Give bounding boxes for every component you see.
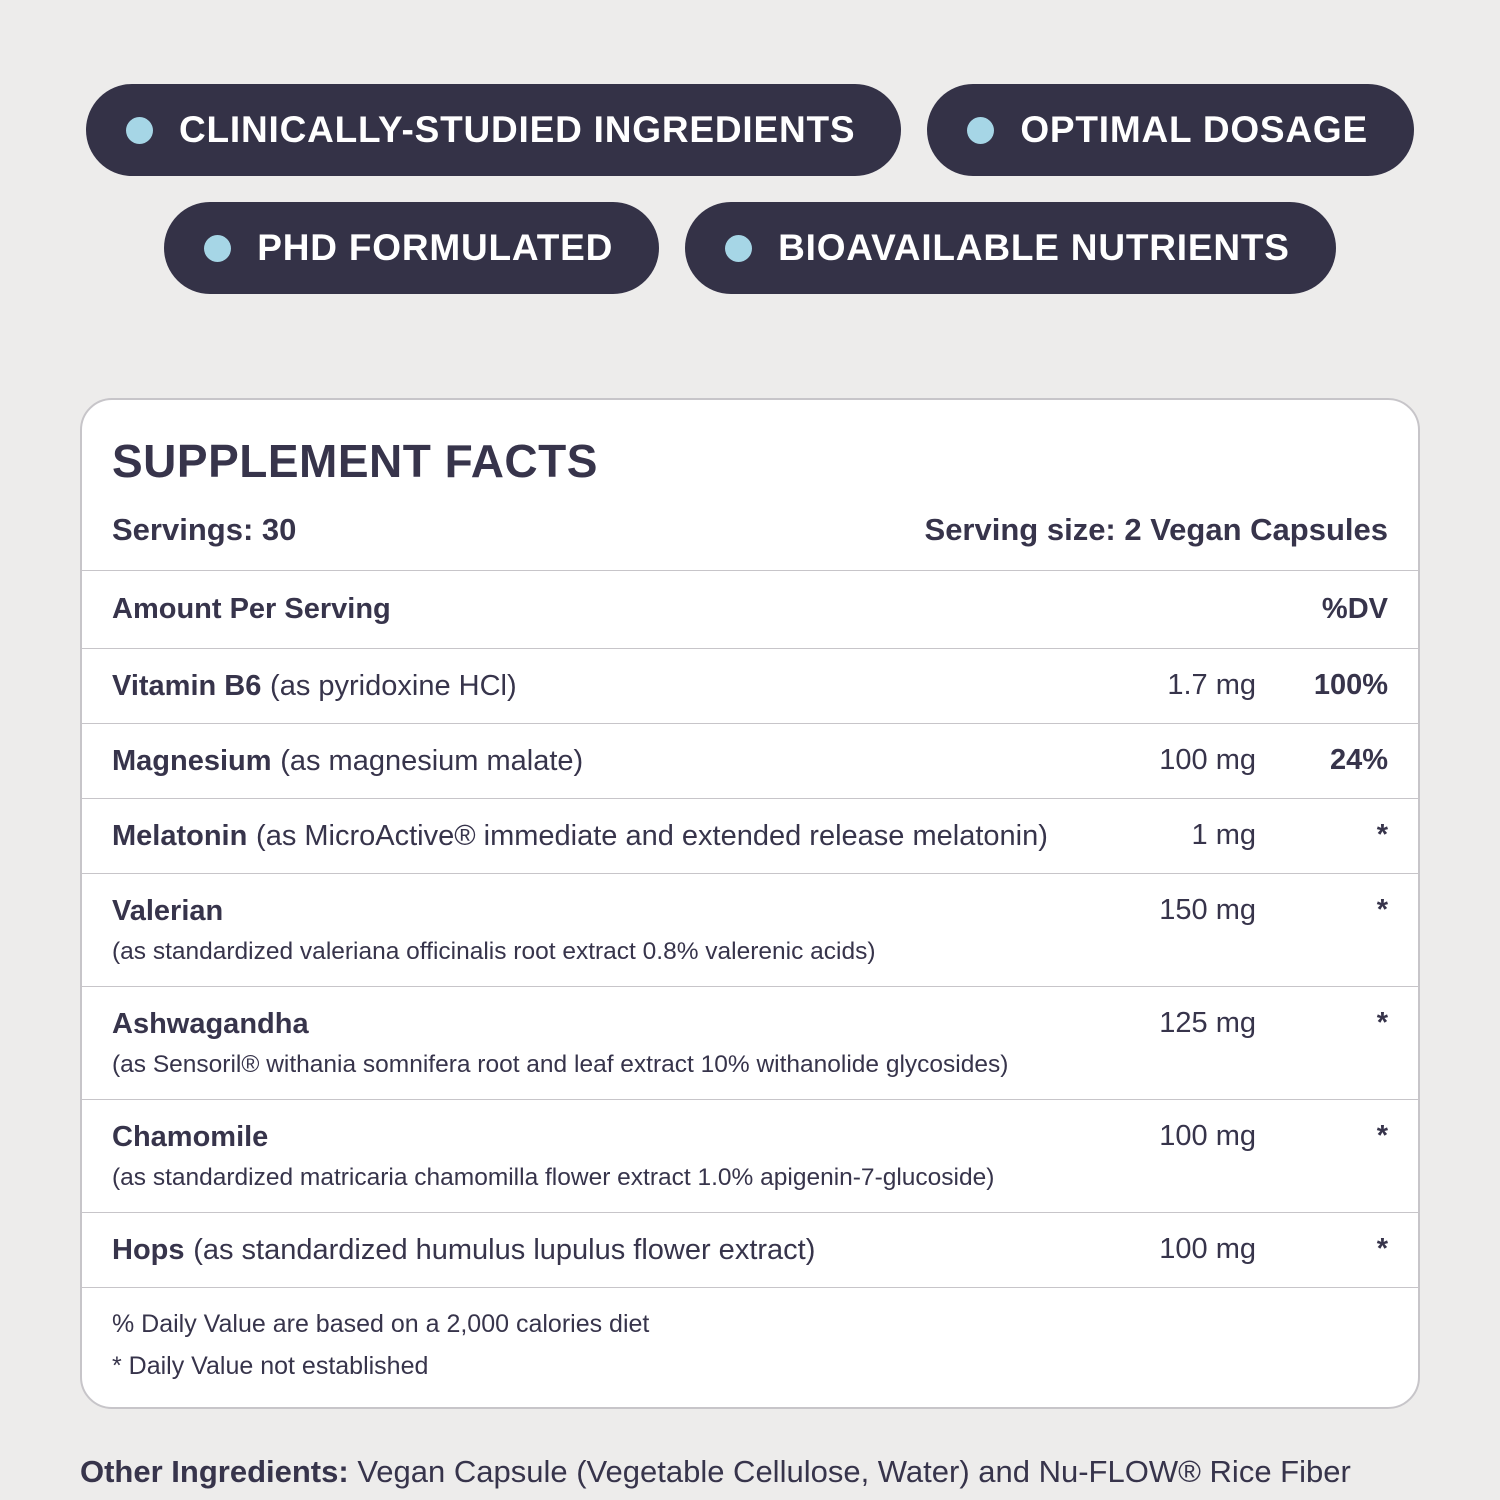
column-header-dv: %DV — [1321, 593, 1388, 625]
row-amount: 1 mg — [1191, 819, 1256, 851]
badge-label: OPTIMAL DOSAGE — [1020, 109, 1368, 150]
bullet-dot-icon — [967, 116, 995, 144]
row-name: Ashwagandha — [112, 1008, 309, 1040]
row-amount: 1.7 mg — [1167, 669, 1256, 701]
footnote-daily-value: % Daily Value are based on a 2,000 calor… — [112, 1310, 650, 1338]
bullet-dot-icon — [204, 234, 232, 262]
table-row: Magnesium (as magnesium malate) 100 mg 24… — [82, 723, 1418, 798]
table-row: Vitamin B6 (as pyridoxine HCl) 1.7 mg 100… — [82, 648, 1418, 723]
row-name: Vitamin B6 — [112, 670, 262, 702]
supplement-facts-panel: SUPPLEMENT FACTS Servings: 30 Serving si… — [80, 398, 1420, 1409]
bullet-dot-icon — [725, 234, 753, 262]
row-dv: * — [1376, 1233, 1388, 1265]
table-row: Valerian (as standardized valeriana offi… — [82, 873, 1418, 986]
badge-row-1: CLINICALLY-STUDIED INGREDIENTS OPTIMAL D… — [86, 84, 1414, 176]
bullet-dot-icon — [126, 116, 153, 144]
row-sub-detail: (as standardized valeriana officinalis r… — [112, 938, 876, 965]
feature-badges: CLINICALLY-STUDIED INGREDIENTS OPTIMAL D… — [0, 0, 1500, 294]
row-dv: * — [1376, 819, 1388, 851]
badge-optimal-dosage: OPTIMAL DOSAGE — [927, 84, 1414, 176]
table-row: Chamomile (as standardized matricaria ch… — [82, 1099, 1418, 1212]
row-detail: (as pyridoxine HCl) — [270, 670, 517, 702]
column-header-amount: Amount Per Serving — [112, 593, 391, 625]
row-dv: * — [1376, 1007, 1388, 1039]
serving-size: Serving size: 2 Vegan Capsules — [924, 512, 1388, 547]
table-column-header: Amount Per Serving %DV — [82, 570, 1418, 648]
badge-label: PHD FORMULATED — [257, 227, 614, 268]
badge-label: CLINICALLY-STUDIED INGREDIENTS — [179, 109, 856, 150]
other-ingredients: Other Ingredients: Vegan Capsule (Vegeta… — [80, 1453, 1420, 1490]
row-dv: * — [1376, 1120, 1388, 1152]
row-name: Magnesium — [112, 745, 272, 777]
row-dv: 100% — [1313, 669, 1388, 701]
row-detail: (as standardized humulus lupulus flower … — [193, 1234, 816, 1266]
bottom-notes: Other Ingredients: Vegan Capsule (Vegeta… — [80, 1453, 1420, 1500]
panel-header: SUPPLEMENT FACTS Servings: 30 Serving si… — [82, 400, 1418, 570]
badge-row-2: PHD FORMULATED BIOAVAILABLE NUTRIENTS — [164, 202, 1336, 294]
panel-title: SUPPLEMENT FACTS — [112, 435, 598, 487]
badge-clinically-studied: CLINICALLY-STUDIED INGREDIENTS — [86, 84, 902, 176]
badge-phd-formulated: PHD FORMULATED — [164, 202, 660, 294]
row-name: Melatonin — [112, 820, 248, 852]
row-amount: 100 mg — [1159, 1120, 1256, 1152]
table-row: Hops (as standardized humulus lupulus flo… — [82, 1212, 1418, 1287]
row-name: Chamomile — [112, 1121, 269, 1153]
row-amount: 100 mg — [1159, 1233, 1256, 1265]
footnote-not-established: * Daily Value not established — [112, 1352, 429, 1380]
table-footnotes: % Daily Value are based on a 2,000 calor… — [82, 1287, 1418, 1407]
row-sub-detail: (as standardized matricaria chamomilla f… — [112, 1164, 995, 1191]
row-detail: (as magnesium malate) — [280, 745, 584, 777]
row-sub-detail: (as Sensoril® withania somnifera root an… — [112, 1051, 1009, 1078]
row-detail: (as MicroActive® immediate and extended … — [256, 820, 1048, 852]
badge-label: BIOAVAILABLE NUTRIENTS — [778, 227, 1290, 268]
row-dv: * — [1376, 894, 1388, 926]
servings-row: Servings: 30 Serving size: 2 Vegan Capsu… — [112, 512, 1388, 548]
row-dv: 24% — [1329, 744, 1388, 776]
other-ingredients-label: Other Ingredients: — [80, 1454, 349, 1489]
servings-count: Servings: 30 — [112, 512, 297, 547]
row-name: Valerian — [112, 895, 224, 927]
row-name: Hops — [112, 1234, 185, 1266]
badge-bioavailable-nutrients: BIOAVAILABLE NUTRIENTS — [685, 202, 1336, 294]
row-amount: 100 mg — [1159, 744, 1256, 776]
row-amount: 125 mg — [1159, 1007, 1256, 1039]
row-amount: 150 mg — [1159, 894, 1256, 926]
table-row: Ashwagandha (as Sensoril® withania somni… — [82, 986, 1418, 1099]
table-row: Melatonin (as MicroActive® immediate and … — [82, 798, 1418, 873]
other-ingredients-text: Vegan Capsule (Vegetable Cellulose, Wate… — [348, 1454, 1351, 1489]
